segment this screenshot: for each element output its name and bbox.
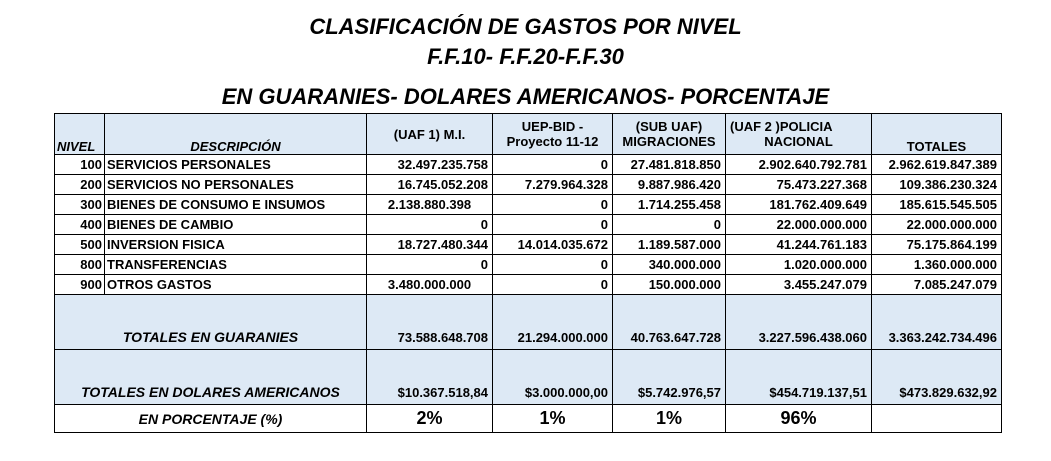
cell-uep: 0	[492, 194, 613, 215]
header-descripcion: DESCRIPCIÓN	[104, 113, 367, 155]
cell-uaf1: 2.138.880.398	[366, 194, 493, 215]
cell-desc: SERVICIOS PERSONALES	[104, 154, 367, 175]
cell-uaf1: 3.480.000.000	[366, 274, 493, 295]
cell-uaf1: 0	[366, 254, 493, 275]
header-subuaf-bottom: MIGRACIONES	[622, 134, 716, 149]
table-row: 800 TRANSFERENCIAS 0 0 340.000.000 1.020…	[54, 254, 1002, 275]
cell-uaf2: 2.902.640.792.781	[725, 154, 872, 175]
cell-desc: OTROS GASTOS	[104, 274, 367, 295]
header-nivel: NIVEL	[54, 113, 105, 155]
header-uep: UEP-BID - Proyecto 11-12	[492, 113, 613, 155]
totals-guaranies-sub: 40.763.647.728	[612, 294, 726, 350]
percentage-uaf1: 2%	[366, 404, 493, 433]
percentage-uep: 1%	[492, 404, 613, 433]
cell-desc: BIENES DE CONSUMO E INSUMOS	[104, 194, 367, 215]
totals-guaranies-uaf2: 3.227.596.438.060	[725, 294, 872, 350]
percentage-row: EN PORCENTAJE (%) 2% 1% 1% 96%	[54, 404, 1002, 433]
totals-dolares-sub: $5.742.976,57	[612, 349, 726, 405]
cell-nivel: 400	[54, 214, 105, 235]
totals-guaranies-row: TOTALES EN GUARANIES 73.588.648.708 21.2…	[54, 294, 1002, 350]
header-subuaf: (SUB UAF) MIGRACIONES	[612, 113, 726, 155]
cell-uaf2: 181.762.409.649	[725, 194, 872, 215]
title-line-2: F.F.10- F.F.20-F.F.30	[427, 44, 624, 69]
totals-guaranies-label: TOTALES EN GUARANIES	[54, 294, 367, 350]
table-row: 300 BIENES DE CONSUMO E INSUMOS 2.138.88…	[54, 194, 1002, 215]
cell-nivel: 200	[54, 174, 105, 195]
cell-nivel: 500	[54, 234, 105, 255]
header-uaf2-top: (UAF 2 )POLICIA	[730, 119, 833, 134]
totals-dolares-label: TOTALES EN DOLARES AMERICANOS	[54, 349, 367, 405]
cell-total: 185.615.545.505	[871, 194, 1002, 215]
header-uaf2: (UAF 2 )POLICIA NACIONAL	[725, 113, 872, 155]
table-row: 100 SERVICIOS PERSONALES 32.497.235.758 …	[54, 154, 1002, 175]
title-line-1: CLASIFICACIÓN DE GASTOS POR NIVEL	[309, 14, 742, 39]
cell-desc: TRANSFERENCIAS	[104, 254, 367, 275]
header-uaf2-bottom: NACIONAL	[764, 134, 833, 149]
table-row: 200 SERVICIOS NO PERSONALES 16.745.052.2…	[54, 174, 1002, 195]
cell-uep: 0	[492, 254, 613, 275]
title-line-3: EN GUARANIES- DOLARES AMERICANOS- PORCEN…	[221, 84, 830, 109]
percentage-label: EN PORCENTAJE (%)	[54, 404, 367, 433]
cell-uep: 7.279.964.328	[492, 174, 613, 195]
cell-sub: 9.887.986.420	[612, 174, 726, 195]
table-row: 500 INVERSION FISICA 18.727.480.344 14.0…	[54, 234, 1002, 255]
header-totales: TOTALES	[871, 113, 1002, 155]
header-uep-bottom: Proyecto 11-12	[506, 134, 599, 149]
cell-nivel: 800	[54, 254, 105, 275]
cell-total: 109.386.230.324	[871, 174, 1002, 195]
cell-total: 2.962.619.847.389	[871, 154, 1002, 175]
cell-sub: 340.000.000	[612, 254, 726, 275]
percentage-total	[871, 404, 1002, 433]
cell-nivel: 100	[54, 154, 105, 175]
cell-uaf1: 16.745.052.208	[366, 174, 493, 195]
totals-guaranies-uep: 21.294.000.000	[492, 294, 613, 350]
percentage-uaf2: 96%	[725, 404, 872, 433]
cell-uaf2: 1.020.000.000	[725, 254, 872, 275]
header-uaf1: (UAF 1) M.I.	[366, 113, 493, 155]
cell-uaf1: 32.497.235.758	[366, 154, 493, 175]
cell-nivel: 900	[54, 274, 105, 295]
totals-dolares-uaf2: $454.719.137,51	[725, 349, 872, 405]
cell-uaf2: 75.473.227.368	[725, 174, 872, 195]
cell-uaf1: 18.727.480.344	[366, 234, 493, 255]
expense-table: NIVEL DESCRIPCIÓN (UAF 1) M.I. UEP-BID -…	[54, 113, 1002, 433]
cell-sub: 150.000.000	[612, 274, 726, 295]
cell-uep: 14.014.035.672	[492, 234, 613, 255]
cell-sub: 0	[612, 214, 726, 235]
totals-guaranies-total: 3.363.242.734.496	[871, 294, 1002, 350]
cell-sub: 1.714.255.458	[612, 194, 726, 215]
cell-desc: SERVICIOS NO PERSONALES	[104, 174, 367, 195]
header-subuaf-top: (SUB UAF)	[635, 119, 703, 134]
totals-guaranies-uaf1: 73.588.648.708	[366, 294, 493, 350]
totals-dolares-uaf1: $10.367.518,84	[366, 349, 493, 405]
totals-dolares-total: $473.829.632,92	[871, 349, 1002, 405]
cell-desc: BIENES DE CAMBIO	[104, 214, 367, 235]
cell-uaf2: 41.244.761.183	[725, 234, 872, 255]
cell-sub: 1.189.587.000	[612, 234, 726, 255]
totals-dolares-uep: $3.000.000,00	[492, 349, 613, 405]
percentage-sub: 1%	[612, 404, 726, 433]
cell-uep: 0	[492, 274, 613, 295]
cell-total: 75.175.864.199	[871, 234, 1002, 255]
cell-uaf2: 22.000.000.000	[725, 214, 872, 235]
cell-total: 22.000.000.000	[871, 214, 1002, 235]
cell-uep: 0	[492, 214, 613, 235]
totals-dolares-row: TOTALES EN DOLARES AMERICANOS $10.367.51…	[54, 349, 1002, 405]
cell-uep: 0	[492, 154, 613, 175]
cell-total: 1.360.000.000	[871, 254, 1002, 275]
cell-desc: INVERSION FISICA	[104, 234, 367, 255]
cell-uaf1: 0	[366, 214, 493, 235]
cell-sub: 27.481.818.850	[612, 154, 726, 175]
header-uep-top: UEP-BID -	[521, 119, 584, 134]
cell-total: 7.085.247.079	[871, 274, 1002, 295]
cell-nivel: 300	[54, 194, 105, 215]
table-row: 900 OTROS GASTOS 3.480.000.000 0 150.000…	[54, 274, 1002, 295]
table-row: 400 BIENES DE CAMBIO 0 0 0 22.000.000.00…	[54, 214, 1002, 235]
cell-uaf2: 3.455.247.079	[725, 274, 872, 295]
